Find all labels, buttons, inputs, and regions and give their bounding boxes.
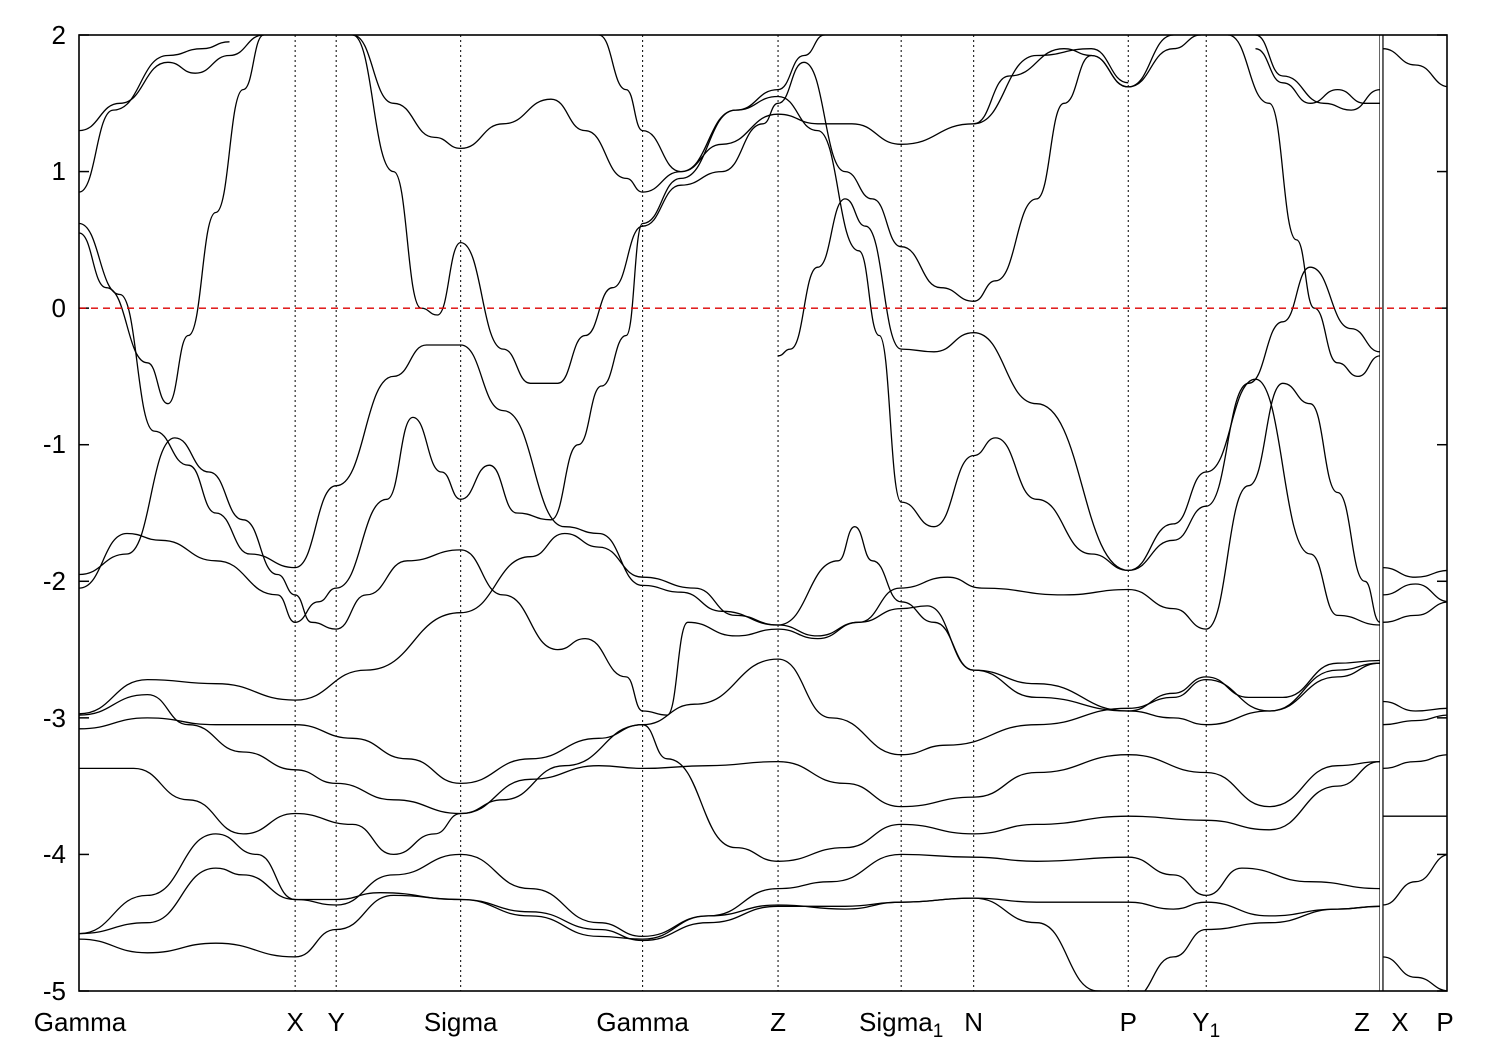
band-line [1382,714,1447,726]
bands-group [79,35,1447,991]
band-line [777,198,1381,572]
band-line [1382,583,1447,603]
y-tick-labels: -5 -4 -3 -2 -1 0 1 2 [43,20,66,1006]
y-tick-label: 1 [52,156,66,186]
k-point-label: Gamma [34,1007,127,1037]
band-line [1382,754,1447,770]
k-point-label: Y1 [1192,1007,1220,1042]
k-point-label: N [964,1007,983,1037]
k-point-label: P [1436,1007,1453,1037]
band-line [79,867,1381,942]
k-point-label: X [1391,1007,1408,1037]
band-line [1255,48,1380,104]
band-line [79,222,1381,637]
k-point-label: P [1120,1007,1137,1037]
band-line [79,437,1381,716]
k-point-label-subscript: 1 [1210,1021,1221,1042]
band-line [1227,35,1381,378]
y-tick-label: -2 [43,566,66,596]
band-line [1382,566,1447,578]
band-line [79,658,1381,785]
band-line [79,95,1381,626]
band-line [79,41,230,193]
k-point-labels: Gamma X Y Sigma Gamma Z Sigma1 N P Y1 Z X P [34,1007,1454,1042]
band-line [598,35,825,173]
plot-frame [78,34,1448,992]
band-line [79,35,265,405]
y-tick-label: -4 [43,839,66,869]
band-line [79,754,1381,856]
y-tick-label: -3 [43,703,66,733]
k-point-label: Z [770,1007,786,1037]
band-line [1382,956,1447,991]
band-line [79,833,1381,938]
y-tick-label: 0 [52,293,66,323]
band-line [352,35,1174,384]
band-line [352,35,1129,193]
band-line [79,35,264,132]
band-line [1382,601,1447,623]
k-point-label: Sigma [424,1007,498,1037]
k-point-label: Gamma [596,1007,689,1037]
y-tick-label: -5 [43,976,66,1006]
k-point-label-subscript: 1 [933,1021,944,1042]
plot-area [78,34,1448,992]
k-point-label: X [286,1007,303,1037]
band-line [1382,700,1447,712]
y-tick-label: 2 [52,20,66,50]
band-line [1382,854,1447,906]
band-line [79,693,1381,862]
k-point-label: Z [1354,1007,1370,1037]
band-line [1382,48,1447,88]
path-break-gap [1379,35,1383,991]
k-point-label: Sigma1 [859,1007,943,1042]
k-point-label: Y [328,1007,345,1037]
y-tick-label: -1 [43,429,66,459]
band-line [1255,35,1381,111]
band-line [973,35,1201,125]
band-line [79,894,1381,991]
band-line [79,526,1381,726]
